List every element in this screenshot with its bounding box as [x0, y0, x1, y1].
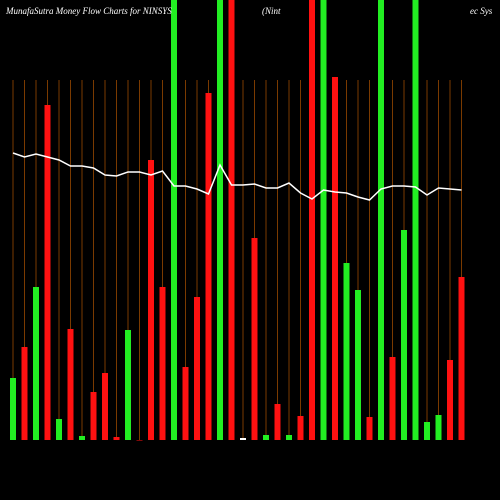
bar: [320, 0, 327, 440]
bar: [251, 238, 258, 440]
money-flow-line: [12, 152, 462, 201]
bar: [205, 93, 212, 440]
chart-subtitle: (Nint: [262, 6, 281, 16]
bar: [148, 160, 154, 440]
bar: [389, 357, 396, 440]
bar: [136, 440, 143, 441]
bar: [33, 287, 39, 440]
bar: [355, 290, 361, 440]
bar: [79, 436, 85, 440]
bar: [10, 378, 16, 440]
bar: [412, 0, 419, 440]
bar: [182, 367, 189, 440]
bar: [21, 347, 28, 440]
bar: [401, 230, 407, 440]
bar: [67, 329, 74, 440]
bar: [332, 77, 338, 440]
bar: [171, 0, 177, 440]
bar: [90, 392, 97, 440]
bar: [297, 416, 304, 440]
bar: [56, 419, 62, 440]
bar: [447, 360, 453, 440]
bar: [343, 263, 350, 440]
bar: [263, 435, 269, 440]
chart-title: MunafaSutra Money Flow Charts for NINSYS: [5, 6, 172, 16]
bar: [102, 373, 108, 440]
bar: [159, 287, 166, 440]
bar: [113, 437, 120, 440]
bar: [274, 404, 281, 440]
bar: [435, 415, 442, 440]
chart-note: ec Sys: [470, 6, 493, 16]
bar: [424, 422, 430, 440]
bar: [366, 417, 373, 440]
bar: [44, 105, 51, 440]
bar: [217, 0, 223, 440]
bar: [125, 330, 131, 440]
bar: [309, 0, 315, 440]
bar: [286, 435, 292, 440]
bar: [458, 277, 465, 440]
bar: [240, 438, 246, 440]
bar: [194, 297, 200, 440]
bar: [228, 0, 235, 440]
bar: [378, 0, 384, 440]
